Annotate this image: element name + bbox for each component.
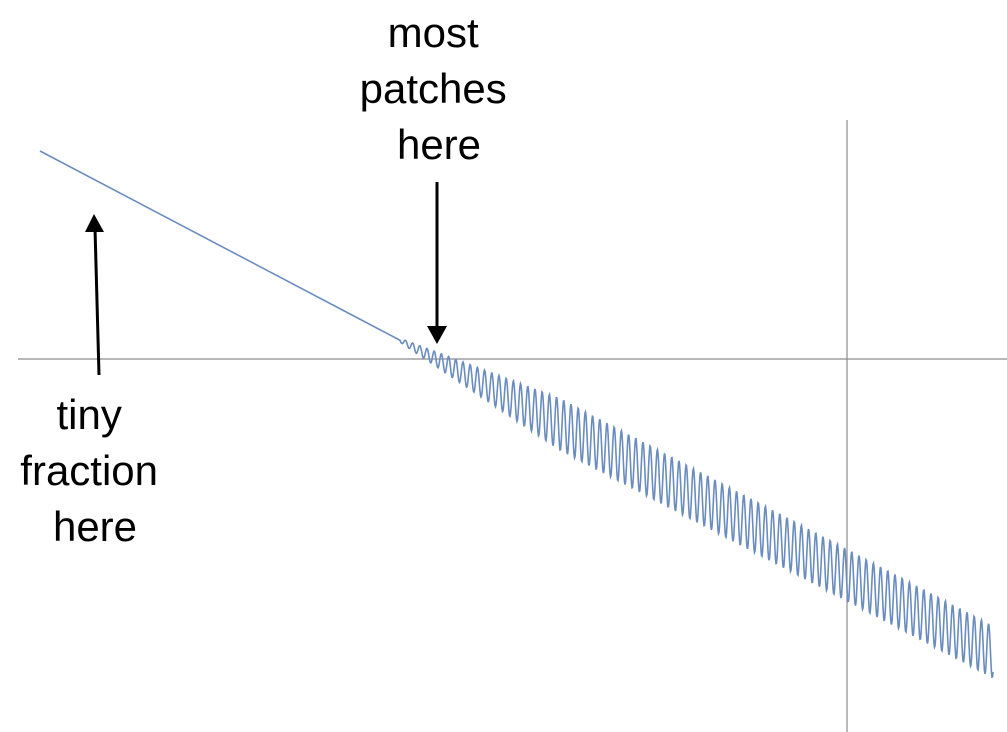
label-tiny-fraction: tiny fraction here	[20, 391, 169, 550]
curve-line	[39, 150, 994, 679]
label-line: here	[53, 503, 137, 550]
arrow-tiny-fraction	[93, 227, 101, 376]
label-line: most	[388, 9, 479, 56]
label-line: tiny	[56, 391, 121, 438]
label-line: patches	[360, 65, 507, 112]
arrowhead-up-icon	[85, 214, 104, 232]
label-line: fraction	[20, 447, 158, 494]
label-line: here	[397, 121, 481, 168]
label-most-patches: most patches here	[360, 9, 519, 168]
arrowhead-down-icon	[427, 326, 447, 344]
